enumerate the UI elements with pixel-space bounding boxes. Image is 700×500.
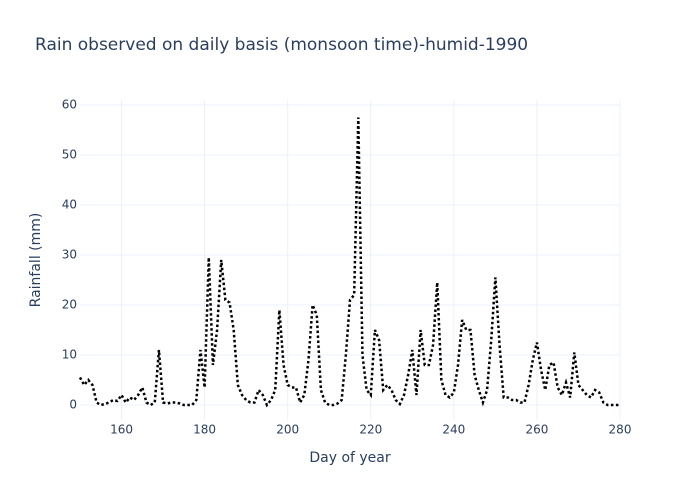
y-tick-label: 10: [62, 348, 77, 362]
x-tick-label: 260: [525, 423, 548, 437]
y-tick-label: 60: [62, 98, 77, 112]
x-tick-label: 160: [110, 423, 133, 437]
x-tick-label: 180: [193, 423, 216, 437]
y-tick-label: 20: [62, 298, 77, 312]
y-axis-title: Rainfall (mm): [28, 213, 44, 308]
y-tick-label: 50: [62, 148, 77, 162]
y-tick-label: 40: [62, 198, 77, 212]
x-tick-label: 200: [276, 423, 299, 437]
x-tick-label: 220: [359, 423, 382, 437]
x-axis-title: Day of year: [309, 450, 391, 466]
x-tick-label: 240: [442, 423, 465, 437]
y-tick-label: 30: [62, 248, 77, 262]
x-tick-label: 280: [609, 423, 632, 437]
line: [78, 117, 620, 408]
chart-title: Rain observed on daily basis (monsoon ti…: [35, 35, 528, 55]
y-tick-label: 0: [69, 398, 77, 412]
